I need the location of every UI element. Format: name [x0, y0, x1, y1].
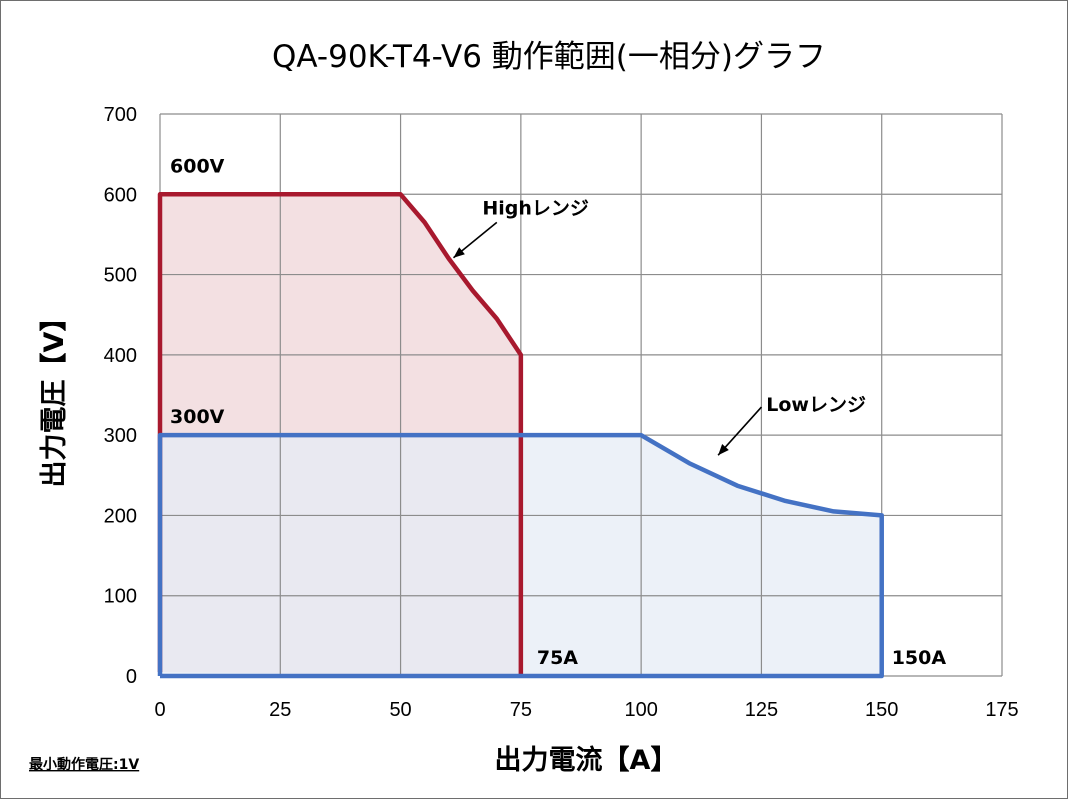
- y-axis-title: 出力電圧【V】: [39, 305, 70, 488]
- x-tick-labels: 0 25 50 75 100 125 150 175: [154, 699, 1018, 721]
- x-axis-title: 出力電流【A】: [495, 745, 678, 776]
- label-high-range: Highレンジ: [482, 197, 589, 219]
- x-tick-label: 125: [745, 699, 778, 721]
- y-tick-label: 600: [104, 184, 137, 206]
- arrow-low-range-head: [718, 444, 729, 456]
- label-low-range: Lowレンジ: [766, 394, 866, 416]
- series-line-1: [157, 432, 884, 679]
- x-tick-label: 100: [624, 699, 657, 721]
- x-tick-label: 0: [154, 699, 165, 721]
- x-tick-label: 175: [985, 699, 1018, 721]
- x-tick-label: 50: [389, 699, 411, 721]
- label-150a: 150A: [892, 647, 947, 669]
- y-tick-label: 700: [104, 104, 137, 126]
- label-75a: 75A: [537, 647, 578, 669]
- y-tick-label: 400: [104, 345, 137, 367]
- series-lines: [157, 192, 884, 679]
- x-tick-label: 75: [510, 699, 532, 721]
- label-600v: 600V: [170, 155, 225, 177]
- arrow-high-range-head: [453, 247, 465, 258]
- y-tick-label: 300: [104, 425, 137, 447]
- annotations: 600V 300V 75A 150A Highレンジ Lowレンジ: [170, 155, 946, 669]
- series-line-0: [157, 192, 524, 676]
- y-tick-label: 200: [104, 505, 137, 527]
- label-300v: 300V: [170, 406, 225, 428]
- x-tick-label: 150: [865, 699, 898, 721]
- y-tick-label: 500: [104, 265, 137, 287]
- chart-title: QA-90K-T4-V6 動作範囲(一相分)グラフ: [272, 39, 826, 75]
- x-tick-label: 25: [269, 699, 291, 721]
- min-voltage-note: 最小動作電圧:1V: [29, 756, 139, 773]
- y-tick-label: 0: [126, 666, 137, 688]
- y-tick-labels: 0 100 200 300 400 500 600 700: [104, 104, 137, 688]
- y-tick-label: 100: [104, 586, 137, 608]
